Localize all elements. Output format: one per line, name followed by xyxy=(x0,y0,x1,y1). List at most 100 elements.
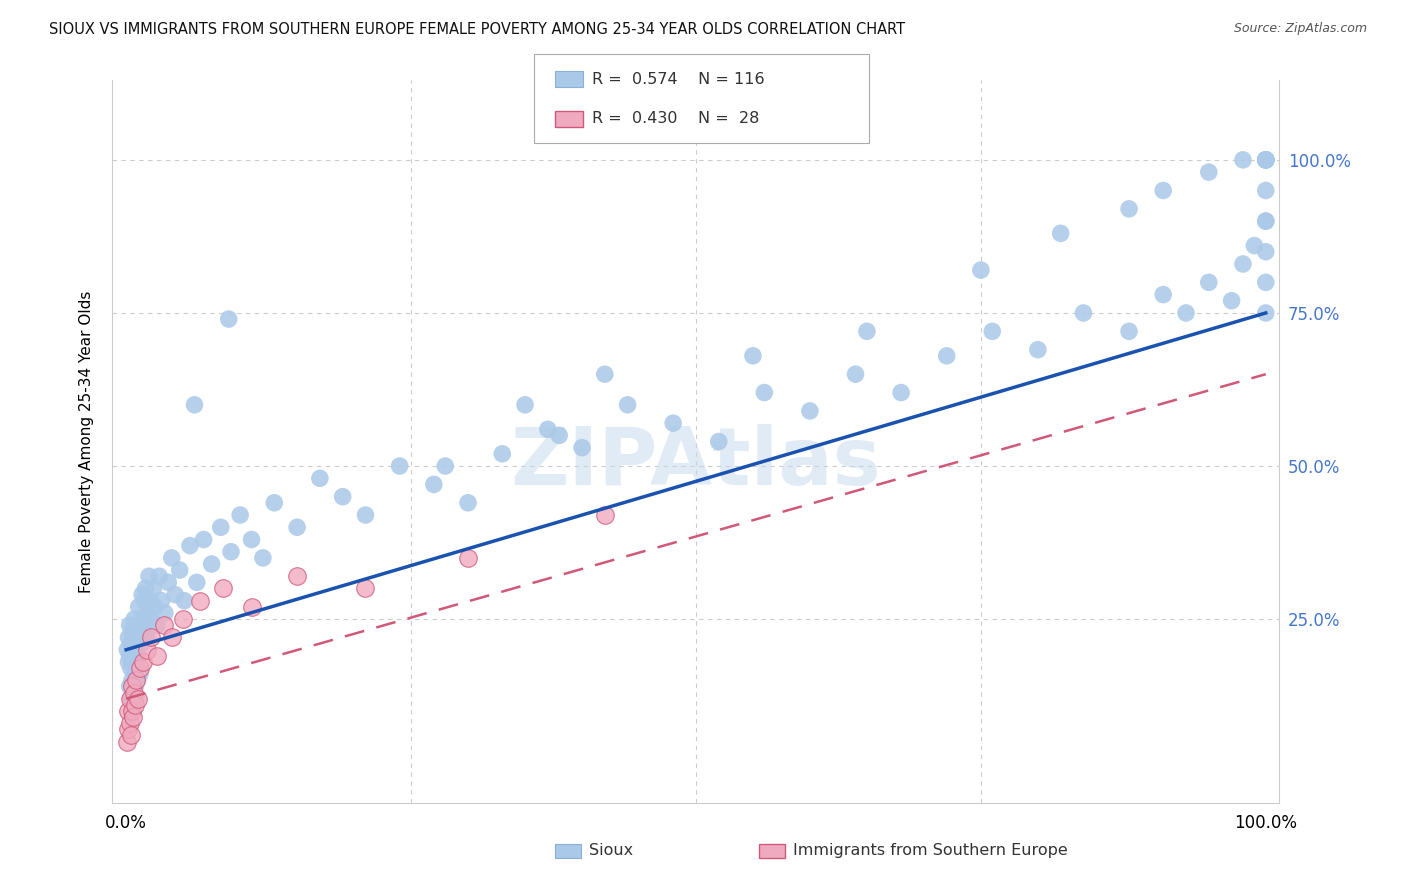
Point xyxy=(117,704,139,718)
Point xyxy=(153,606,176,620)
Point xyxy=(332,490,354,504)
Point xyxy=(117,723,139,737)
Point xyxy=(970,263,993,277)
Point xyxy=(150,593,173,607)
Text: ZIPAtlas: ZIPAtlas xyxy=(510,425,882,502)
Point xyxy=(117,734,139,748)
Point xyxy=(121,680,143,694)
Point xyxy=(240,599,263,614)
Point xyxy=(1254,306,1277,320)
Point xyxy=(118,680,141,694)
Point xyxy=(491,447,513,461)
Point xyxy=(1152,184,1174,198)
Point xyxy=(935,349,957,363)
Point xyxy=(152,618,174,632)
Point xyxy=(169,563,191,577)
Point xyxy=(537,422,560,436)
Point xyxy=(122,710,145,724)
Point xyxy=(132,624,155,639)
Point xyxy=(1152,287,1174,301)
Point xyxy=(354,582,377,596)
Point xyxy=(127,631,149,645)
Point xyxy=(309,471,332,485)
Point xyxy=(121,655,143,669)
Point xyxy=(120,637,142,651)
Point xyxy=(890,385,912,400)
Point xyxy=(423,477,446,491)
Point xyxy=(593,367,616,381)
Point xyxy=(593,508,616,522)
Point xyxy=(1232,153,1254,167)
Point xyxy=(148,569,170,583)
Point xyxy=(125,673,148,688)
Point xyxy=(571,441,593,455)
Point xyxy=(1254,244,1277,259)
Point xyxy=(263,496,285,510)
Point xyxy=(219,545,242,559)
Point xyxy=(1198,165,1220,179)
Point xyxy=(616,398,638,412)
Text: Source: ZipAtlas.com: Source: ZipAtlas.com xyxy=(1233,22,1367,36)
Point xyxy=(117,655,139,669)
Point xyxy=(135,582,157,596)
Point xyxy=(160,631,183,645)
Point xyxy=(1243,238,1265,252)
Point xyxy=(132,655,155,669)
Point xyxy=(218,312,240,326)
Point xyxy=(1118,202,1140,216)
Point xyxy=(141,631,163,645)
Point xyxy=(117,631,139,645)
Point xyxy=(1220,293,1243,308)
Point xyxy=(118,716,141,731)
Point xyxy=(125,661,148,675)
Point xyxy=(1254,153,1277,167)
Point xyxy=(252,550,274,565)
Point xyxy=(121,624,143,639)
Point xyxy=(127,691,149,706)
Point xyxy=(136,606,159,620)
Point xyxy=(844,367,866,381)
Point xyxy=(1198,276,1220,290)
Point xyxy=(122,685,145,699)
Point xyxy=(122,631,145,645)
Point xyxy=(434,458,457,473)
Point xyxy=(1073,306,1095,320)
Point xyxy=(128,618,150,632)
Point xyxy=(742,349,765,363)
Point xyxy=(131,588,153,602)
Point xyxy=(128,667,150,681)
Point xyxy=(799,404,821,418)
Point xyxy=(186,575,208,590)
Point xyxy=(165,588,187,602)
Text: R =  0.574    N = 116: R = 0.574 N = 116 xyxy=(592,72,765,87)
Point xyxy=(118,648,141,663)
Point xyxy=(142,582,165,596)
Point xyxy=(146,648,169,663)
Point xyxy=(121,673,143,688)
Point xyxy=(209,520,232,534)
Point xyxy=(548,428,571,442)
Point xyxy=(118,691,141,706)
Point xyxy=(188,593,211,607)
Point xyxy=(124,642,146,657)
Point xyxy=(122,685,145,699)
Point xyxy=(354,508,377,522)
Point xyxy=(1254,214,1277,228)
Point xyxy=(193,533,215,547)
Point xyxy=(1254,153,1277,167)
Point xyxy=(212,582,235,596)
Y-axis label: Female Poverty Among 25-34 Year Olds: Female Poverty Among 25-34 Year Olds xyxy=(79,291,94,592)
Text: Sioux: Sioux xyxy=(589,844,633,858)
Point xyxy=(120,691,142,706)
Point xyxy=(457,496,479,510)
Point xyxy=(124,680,146,694)
Point xyxy=(388,458,411,473)
Text: Immigrants from Southern Europe: Immigrants from Southern Europe xyxy=(793,844,1067,858)
Point xyxy=(138,569,160,583)
Point xyxy=(135,642,157,657)
Point xyxy=(1254,214,1277,228)
Text: SIOUX VS IMMIGRANTS FROM SOUTHERN EUROPE FEMALE POVERTY AMONG 25-34 YEAR OLDS CO: SIOUX VS IMMIGRANTS FROM SOUTHERN EUROPE… xyxy=(49,22,905,37)
Text: R =  0.430    N =  28: R = 0.430 N = 28 xyxy=(592,112,759,126)
Point xyxy=(120,661,142,675)
Point xyxy=(179,539,201,553)
